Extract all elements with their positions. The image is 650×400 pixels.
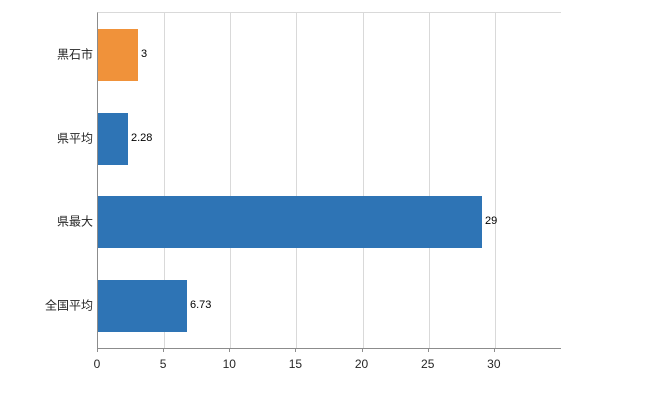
y-axis-category-label: 県平均 (56, 131, 93, 146)
gridline (230, 13, 232, 348)
x-tick-label: 5 (159, 357, 167, 371)
bar-全国平均 (98, 280, 187, 332)
gridline (362, 13, 364, 348)
x-tick-label: 15 (288, 357, 303, 371)
bar-value-label: 29 (485, 215, 498, 228)
y-axis-category-label: 黒石市 (56, 47, 93, 62)
x-tick-label: 20 (354, 357, 369, 371)
gridline (296, 13, 298, 348)
bar-県平均 (98, 113, 128, 165)
x-tick-label: 25 (421, 357, 435, 371)
bar-value-label: 2.28 (131, 131, 153, 144)
y-axis-category-label: 県最大 (56, 214, 93, 229)
gridline (164, 13, 166, 348)
x-tick-mark (97, 348, 98, 352)
bar-value-label: 3 (141, 47, 148, 60)
x-tick-label: 10 (222, 357, 236, 371)
x-tick-mark (229, 348, 231, 352)
plot-area (97, 12, 561, 349)
x-tick-label: 0 (93, 357, 101, 371)
x-tick-mark (493, 348, 495, 352)
x-tick-mark (427, 348, 429, 352)
bar-県最大 (98, 196, 482, 248)
bar-黒石市 (98, 29, 138, 81)
bar-value-label: 6.73 (190, 299, 212, 312)
y-axis-category-label: 全国平均 (44, 298, 93, 313)
x-tick-mark (163, 348, 165, 352)
gridline (428, 13, 430, 348)
gridline (494, 13, 496, 348)
x-tick-mark (361, 348, 363, 352)
x-tick-label: 30 (487, 357, 501, 371)
x-tick-mark (295, 348, 297, 352)
